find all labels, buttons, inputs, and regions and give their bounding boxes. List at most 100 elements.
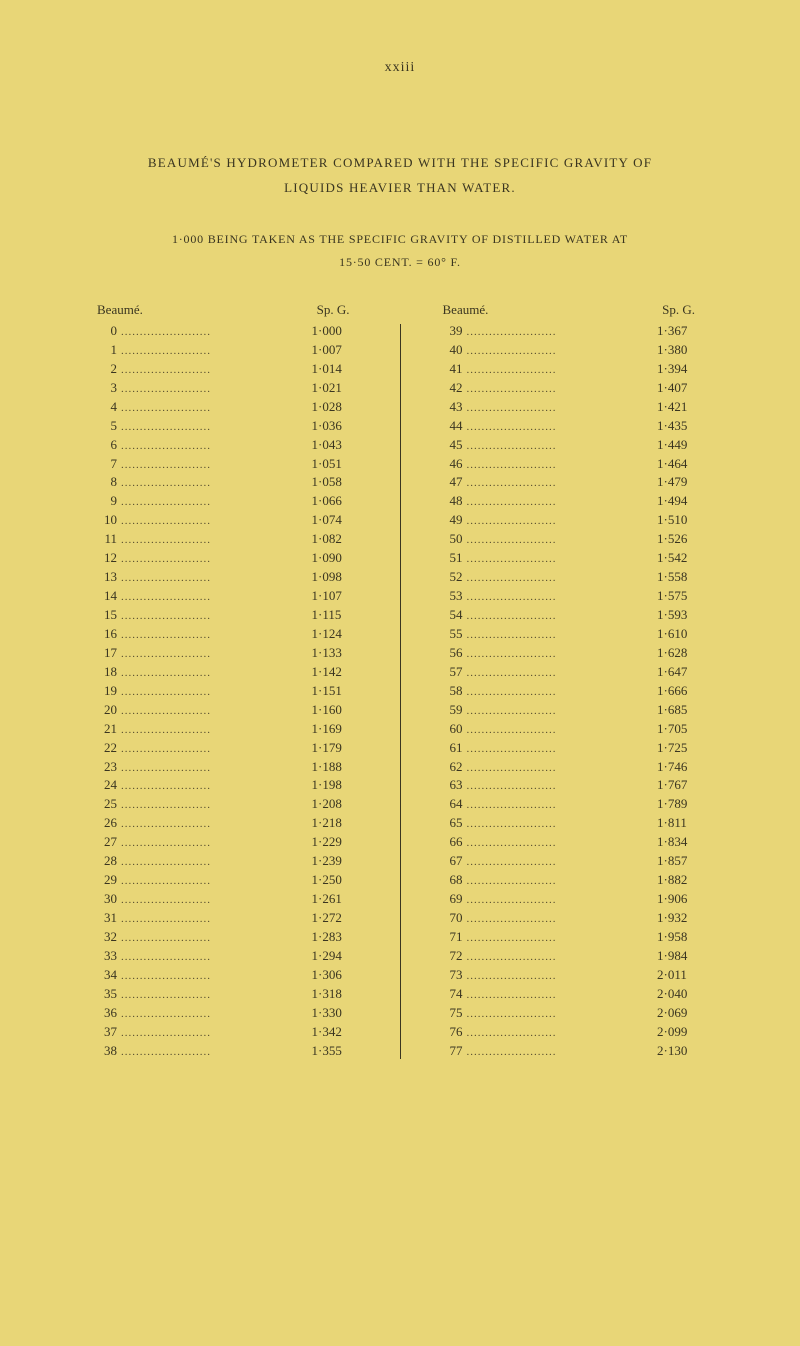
- row-value: 1·666: [657, 682, 707, 701]
- leader-dots: ........................: [117, 439, 312, 455]
- row-value: 1·725: [657, 739, 707, 758]
- title-line-1: BEAUMÉ'S HYDROMETER COMPARED WITH THE SP…: [85, 151, 715, 176]
- table-row: 61........................1·725: [431, 739, 716, 758]
- row-value: 1·610: [657, 625, 707, 644]
- right-header-beaume: Beaumé.: [439, 302, 489, 318]
- row-value: 1·421: [657, 398, 707, 417]
- row-value: 1·021: [312, 379, 362, 398]
- row-value: 1·407: [657, 379, 707, 398]
- row-value: 1·043: [312, 436, 362, 455]
- row-value: 1·066: [312, 492, 362, 511]
- subtitle-line-2: 15·50 CENT. = 60° F.: [85, 251, 715, 274]
- table-row: 8........................1·058: [85, 473, 370, 492]
- left-header-beaume: Beaumé.: [93, 302, 143, 318]
- table-row: 53........................1·575: [431, 587, 716, 606]
- row-index: 10: [93, 511, 117, 530]
- leader-dots: ........................: [117, 912, 312, 928]
- row-index: 38: [93, 1042, 117, 1061]
- leader-dots: ........................: [463, 988, 658, 1004]
- row-value: 1·124: [312, 625, 362, 644]
- row-index: 9: [93, 492, 117, 511]
- table-row: 46........................1·464: [431, 455, 716, 474]
- leader-dots: ........................: [117, 590, 312, 606]
- row-index: 39: [439, 322, 463, 341]
- row-value: 1·272: [312, 909, 362, 928]
- row-index: 55: [439, 625, 463, 644]
- leader-dots: ........................: [463, 855, 658, 871]
- row-index: 66: [439, 833, 463, 852]
- leader-dots: ........................: [117, 950, 312, 966]
- leader-dots: ........................: [463, 420, 658, 436]
- row-index: 52: [439, 568, 463, 587]
- row-value: 1·098: [312, 568, 362, 587]
- leader-dots: ........................: [117, 723, 312, 739]
- row-value: 1·169: [312, 720, 362, 739]
- table-row: 71........................1·958: [431, 928, 716, 947]
- table-row: 6........................1·043: [85, 436, 370, 455]
- leader-dots: ........................: [117, 325, 312, 341]
- leader-dots: ........................: [117, 798, 312, 814]
- row-index: 15: [93, 606, 117, 625]
- leader-dots: ........................: [463, 401, 658, 417]
- row-index: 22: [93, 739, 117, 758]
- table-row: 72........................1·984: [431, 947, 716, 966]
- page-number: xxiii: [85, 60, 715, 76]
- row-value: 1·082: [312, 530, 362, 549]
- row-index: 13: [93, 568, 117, 587]
- leader-dots: ........................: [463, 969, 658, 985]
- leader-dots: ........................: [117, 761, 312, 777]
- leader-dots: ........................: [117, 363, 312, 379]
- leader-dots: ........................: [117, 893, 312, 909]
- row-value: 1·342: [312, 1023, 362, 1042]
- table-row: 57........................1·647: [431, 663, 716, 682]
- row-index: 14: [93, 587, 117, 606]
- row-value: 1·789: [657, 795, 707, 814]
- row-index: 25: [93, 795, 117, 814]
- table-row: 44........................1·435: [431, 417, 716, 436]
- row-index: 35: [93, 985, 117, 1004]
- row-value: 1·090: [312, 549, 362, 568]
- row-value: 1·593: [657, 606, 707, 625]
- table-row: 52........................1·558: [431, 568, 716, 587]
- row-index: 76: [439, 1023, 463, 1042]
- table-row: 3........................1·021: [85, 379, 370, 398]
- row-value: 1·542: [657, 549, 707, 568]
- leader-dots: ........................: [117, 931, 312, 947]
- row-index: 3: [93, 379, 117, 398]
- table-row: 60........................1·705: [431, 720, 716, 739]
- table-row: 65........................1·811: [431, 814, 716, 833]
- table-row: 42........................1·407: [431, 379, 716, 398]
- row-index: 64: [439, 795, 463, 814]
- table-row: 40........................1·380: [431, 341, 716, 360]
- row-index: 77: [439, 1042, 463, 1061]
- row-index: 30: [93, 890, 117, 909]
- row-value: 2·040: [657, 985, 707, 1004]
- leader-dots: ........................: [117, 571, 312, 587]
- row-index: 45: [439, 436, 463, 455]
- table-row: 26........................1·218: [85, 814, 370, 833]
- row-index: 24: [93, 776, 117, 795]
- table-row: 11........................1·082: [85, 530, 370, 549]
- row-value: 1·355: [312, 1042, 362, 1061]
- row-index: 48: [439, 492, 463, 511]
- row-index: 20: [93, 701, 117, 720]
- table-row: 4........................1·028: [85, 398, 370, 417]
- table-row: 70........................1·932: [431, 909, 716, 928]
- table-row: 33........................1·294: [85, 947, 370, 966]
- leader-dots: ........................: [463, 552, 658, 568]
- leader-dots: ........................: [463, 476, 658, 492]
- leader-dots: ........................: [117, 533, 312, 549]
- row-value: 1·028: [312, 398, 362, 417]
- table-row: 20........................1·160: [85, 701, 370, 720]
- row-value: 1·558: [657, 568, 707, 587]
- table-row: 69........................1·906: [431, 890, 716, 909]
- row-index: 28: [93, 852, 117, 871]
- table-row: 49........................1·510: [431, 511, 716, 530]
- table-row: 45........................1·449: [431, 436, 716, 455]
- row-value: 1·882: [657, 871, 707, 890]
- right-header-spg: Sp. G.: [662, 302, 707, 318]
- table-row: 68........................1·882: [431, 871, 716, 890]
- table-row: 35........................1·318: [85, 985, 370, 1004]
- leader-dots: ........................: [117, 666, 312, 682]
- leader-dots: ........................: [463, 836, 658, 852]
